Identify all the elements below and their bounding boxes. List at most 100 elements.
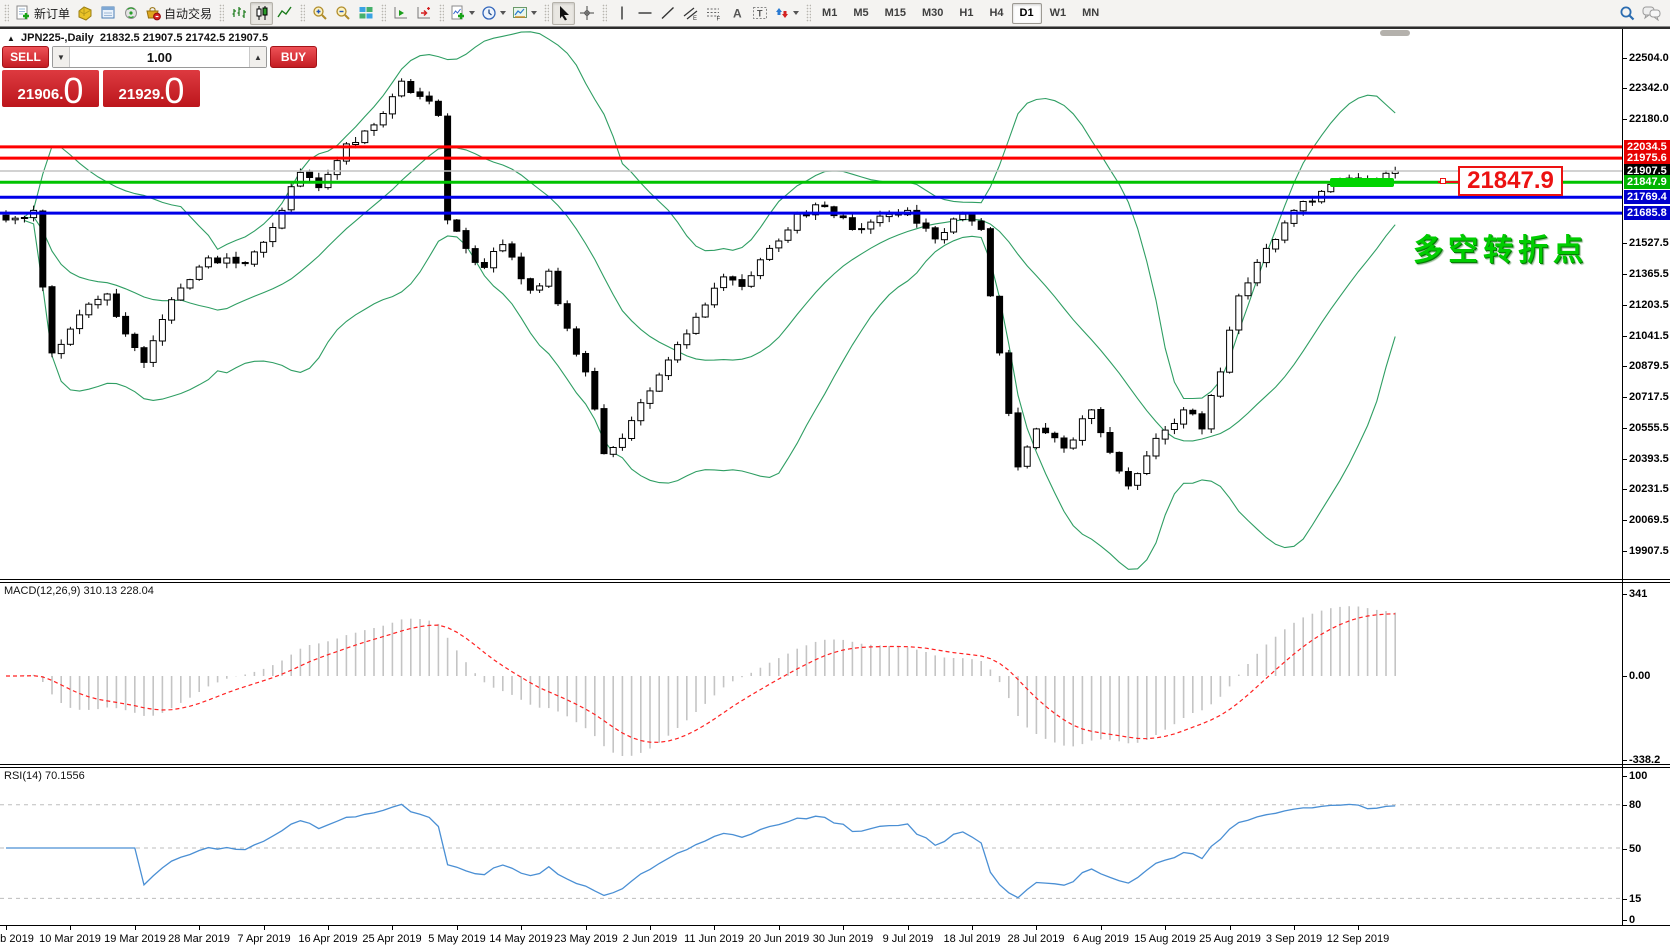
toolbar-grip[interactable] [300, 4, 306, 22]
chart-scrollbar-thumb[interactable] [1380, 30, 1410, 36]
autotrading-button[interactable]: 自动交易 [142, 2, 215, 25]
buy-price-dot: . [160, 86, 165, 103]
new-order-button[interactable]: 新订单 [12, 2, 73, 25]
volume-increase-button[interactable]: ▲ [249, 47, 266, 67]
zoom-in-icon [312, 6, 327, 20]
chinese-annotation-text[interactable]: 多空转折点 [1413, 234, 1588, 267]
price-level-label: 21847.9 [1624, 175, 1670, 189]
text-label-icon: T [752, 7, 767, 19]
trendline-tool-button[interactable] [656, 2, 679, 25]
date-label: 16 Apr 2019 [298, 933, 358, 945]
main-chart-pane[interactable] [0, 29, 1622, 579]
date-label: 20 Jun 2019 [748, 933, 810, 945]
date-tick [1230, 926, 1231, 930]
toolbar-grip[interactable] [381, 4, 387, 22]
timeframe-h1-button[interactable]: H1 [959, 7, 974, 19]
toolbar-grip[interactable] [439, 4, 445, 22]
toolbar-grip[interactable] [806, 4, 812, 22]
search-icon [1620, 6, 1635, 20]
candlestick-chart-type-button[interactable] [250, 1, 274, 25]
axis-tick-label: 341 [1629, 588, 1648, 600]
volume-decrease-button[interactable]: ▼ [53, 47, 70, 67]
text-tool-button[interactable]: A [725, 2, 748, 25]
axis-tick-label: 20069.5 [1629, 514, 1669, 526]
timeframe-m30-button[interactable]: M30 [922, 7, 944, 19]
axis-tick-label: -338.2 [1629, 754, 1661, 766]
chat-icon [1642, 6, 1661, 21]
text-label-tool-button[interactable]: T [748, 2, 771, 25]
timeframe-d1-button[interactable]: D1 [1011, 2, 1042, 24]
axis-tick-label: 21527.5 [1629, 237, 1669, 249]
navigator-button[interactable] [119, 2, 142, 25]
tile-windows-button[interactable] [354, 2, 377, 25]
timeframe-w1-button[interactable]: W1 [1049, 7, 1067, 19]
axis-tick [1622, 459, 1627, 460]
sell-price-pip: 0 [63, 70, 84, 107]
date-label: 9 Jul 2019 [882, 933, 934, 945]
macd-main-value: 310.13 [83, 585, 118, 597]
crosshair-tool-button[interactable] [575, 2, 598, 25]
cursor-tool-button[interactable] [552, 1, 576, 25]
line-chart-type-button[interactable] [273, 2, 296, 25]
market-watch-button[interactable] [96, 2, 119, 25]
buy-price-box[interactable]: 21929 . 0 [103, 70, 200, 107]
arrows-dropdown-caret [793, 11, 800, 15]
pane-splitter[interactable] [0, 579, 1670, 583]
timeframe-h4-button[interactable]: H4 [989, 7, 1004, 19]
rsi-pane[interactable] [0, 768, 1622, 925]
date-label: 11 Jun 2019 [684, 933, 744, 945]
vertical-line-tool-button[interactable] [610, 2, 633, 25]
channel-tool-button[interactable]: E [679, 2, 702, 25]
vertical-line-icon [620, 6, 623, 20]
date-tick [1294, 926, 1295, 930]
pane-splitter[interactable] [0, 764, 1670, 768]
arrows-tool-button[interactable] [771, 2, 802, 25]
ohlc-values: 21832.5 21907.5 21742.5 21907.5 [99, 32, 269, 44]
volume-input[interactable] [70, 47, 249, 67]
tile-windows-icon [359, 7, 373, 19]
zoom-in-button[interactable] [308, 2, 331, 25]
toolbar-grip[interactable] [219, 4, 225, 22]
timeframe-mn-button[interactable]: MN [1082, 7, 1100, 19]
auto-scroll-button[interactable] [389, 2, 412, 25]
price-annotation-label[interactable]: 21847.9 [1458, 166, 1563, 196]
date-tick [1165, 926, 1166, 930]
axis-tick-label: 19907.5 [1629, 545, 1669, 557]
fibonacci-tool-button[interactable]: F [702, 2, 725, 25]
axis-tick-label: 0 [1629, 914, 1636, 926]
axis-tick-label: 22180.0 [1629, 113, 1669, 125]
zoom-out-button[interactable] [331, 2, 354, 25]
indicators-button[interactable] [447, 2, 478, 25]
toolbar-grip[interactable] [544, 4, 550, 22]
chart-window: ▲ JPN225-,Daily 21832.5 21907.5 21742.5 … [0, 27, 1670, 948]
periods-button[interactable] [478, 2, 509, 25]
sell-price-box[interactable]: 21906 . 0 [2, 70, 99, 107]
crosshair-icon [579, 6, 594, 20]
macd-pane[interactable] [0, 583, 1622, 764]
horizontal-line-tool-button[interactable] [633, 2, 656, 25]
toolbar-grip[interactable] [602, 4, 608, 22]
chat-button[interactable] [1639, 2, 1664, 25]
search-button[interactable] [1616, 2, 1639, 25]
axis-tick [1622, 274, 1627, 275]
profiles-button[interactable] [73, 2, 96, 25]
buy-button[interactable]: BUY [270, 46, 317, 68]
bar-chart-type-button[interactable] [227, 2, 250, 25]
auto-scroll-icon [394, 7, 407, 19]
timeframe-m15-button[interactable]: M15 [884, 7, 906, 19]
autotrading-icon [146, 7, 161, 21]
date-tick [392, 926, 393, 930]
timeframe-m5-button[interactable]: M5 [853, 7, 869, 19]
macd-signal-value: 228.04 [120, 585, 154, 597]
rsi-value: 70.1556 [44, 770, 85, 782]
date-tick [586, 926, 587, 930]
toolbar-grip[interactable] [4, 4, 9, 22]
date-tick [135, 926, 136, 930]
date-label: 25 Apr 2019 [362, 933, 422, 945]
sell-button[interactable]: SELL [2, 46, 49, 68]
templates-button[interactable] [509, 2, 540, 25]
time-axis[interactable]: 8 Feb 2019 10 Mar 2019 19 Mar 2019 28 Ma… [0, 926, 1670, 948]
chart-shift-button[interactable] [412, 2, 435, 25]
timeframe-m1-button[interactable]: M1 [822, 7, 838, 19]
